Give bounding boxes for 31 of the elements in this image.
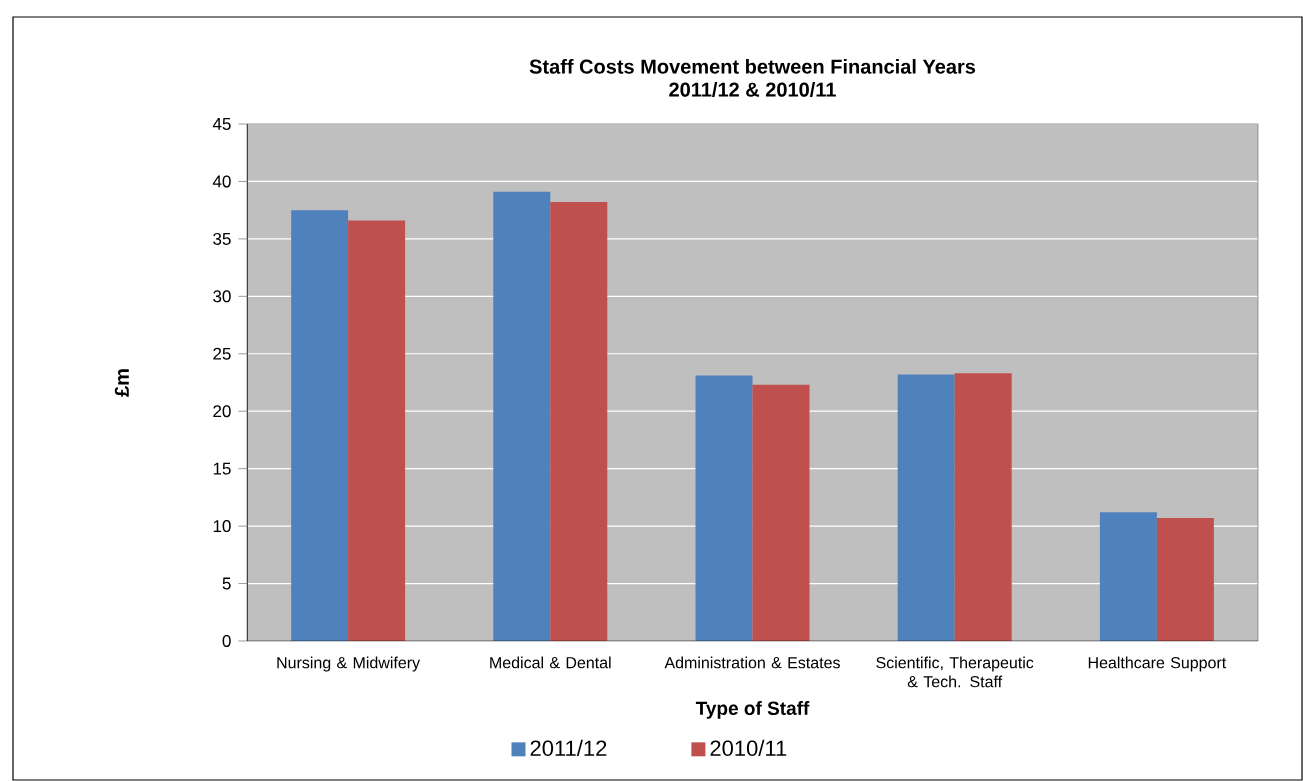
bar — [1099, 512, 1157, 641]
bar — [291, 210, 349, 641]
legend-label: 2011/12 — [530, 739, 607, 757]
y-tick-label: 5 — [222, 577, 231, 590]
bar — [695, 375, 753, 641]
x-tick-label: Scientific, Therapeutic & Tech. Staff — [876, 656, 1034, 688]
x-tick-label: Medical & Dental — [490, 656, 611, 669]
y-tick-label: 20 — [213, 405, 231, 418]
chart-title: Staff Costs Movement between Financial Years — [529, 59, 976, 74]
y-tick-label: 0 — [222, 634, 231, 647]
y-axis-title: £m — [114, 369, 129, 397]
bar — [897, 374, 955, 641]
y-tick-label: 45 — [212, 118, 231, 130]
y-tick-label: 35 — [213, 232, 231, 245]
bar — [1156, 518, 1214, 641]
y-tick-label: 30 — [213, 290, 231, 303]
chart-subtitle: 2011/12 & 2010/11 — [669, 82, 836, 97]
x-axis-title: Type of Staff — [695, 701, 810, 719]
bar — [954, 373, 1012, 641]
x-tick-label: Nursing & Midwifery — [277, 656, 421, 672]
bar — [493, 191, 551, 641]
y-tick-label: 10 — [213, 520, 231, 533]
y-tick-label: 40 — [212, 175, 231, 188]
bar — [348, 220, 406, 641]
legend-label: 2010/11 — [710, 739, 787, 757]
x-tick-label: Administration & Estates — [664, 656, 840, 669]
bar — [752, 384, 810, 641]
x-tick-label: Healthcare Support — [1088, 656, 1227, 672]
bar — [550, 202, 608, 641]
y-tick-label: 15 — [213, 462, 231, 475]
y-tick-label: 25 — [213, 347, 231, 360]
